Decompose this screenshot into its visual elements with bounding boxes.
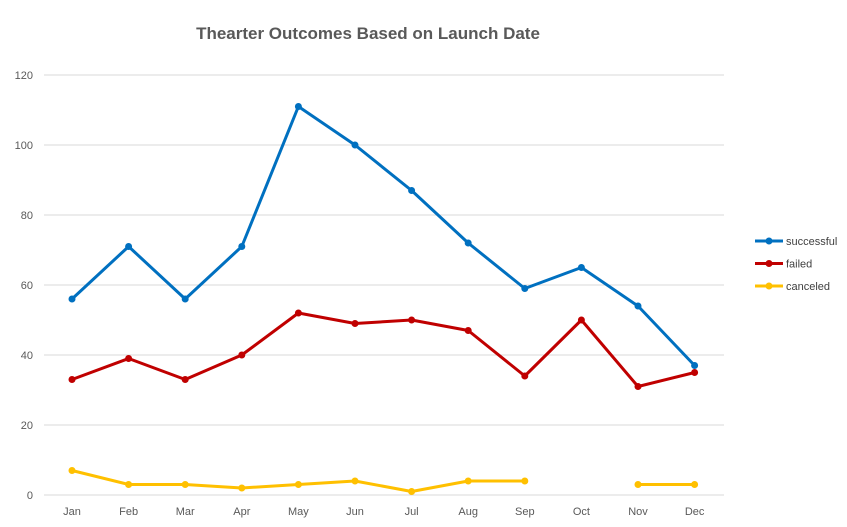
y-tick-label: 40 — [21, 350, 33, 362]
y-tick-label: 20 — [21, 420, 33, 432]
series-canceled — [68, 467, 699, 495]
series-line-successful — [70, 105, 696, 367]
x-tick-label: Sep — [515, 506, 535, 518]
data-point-canceled — [125, 481, 133, 488]
data-point-failed — [125, 355, 133, 362]
x-tick-label: Jun — [346, 506, 364, 518]
data-point-failed — [691, 369, 699, 376]
data-point-canceled — [181, 481, 189, 488]
legend-label: successful — [786, 236, 837, 248]
legend-item-canceled: canceled — [755, 281, 830, 293]
x-tick-label: Jan — [63, 506, 81, 518]
x-tick-label: Oct — [573, 506, 590, 518]
data-point-failed — [351, 320, 359, 327]
gridlines — [44, 74, 724, 496]
data-point-failed — [181, 376, 189, 383]
x-axis-ticks: Jan Feb Mar Apr May Jun Jul Aug Sep Oct Nov Dec — [63, 506, 705, 518]
legend-item-failed: failed — [755, 259, 812, 271]
data-point-successful — [351, 141, 359, 149]
legend-marker — [765, 282, 773, 290]
x-tick-label: Nov — [628, 506, 648, 518]
data-point-canceled — [351, 477, 359, 485]
data-point-failed — [464, 327, 472, 334]
x-tick-label: Dec — [685, 506, 705, 518]
data-point-successful — [68, 295, 76, 303]
data-point-successful — [577, 264, 585, 271]
data-point-failed — [238, 351, 246, 359]
chart-title: Thearter Outcomes Based on Launch Date — [196, 24, 540, 43]
data-point-canceled — [238, 484, 246, 492]
data-point-failed — [577, 316, 585, 324]
data-point-canceled — [691, 481, 699, 488]
legend-label: failed — [786, 259, 812, 271]
data-point-failed — [408, 316, 416, 324]
legend: successful failed canceled — [755, 236, 837, 293]
y-tick-label: 120 — [15, 70, 33, 82]
data-point-canceled — [294, 481, 302, 488]
data-point-successful — [125, 243, 133, 250]
x-tick-label: Feb — [119, 506, 138, 518]
data-point-successful — [294, 103, 302, 110]
data-point-successful — [691, 362, 699, 369]
x-tick-label: Jul — [405, 506, 419, 518]
y-tick-label: 80 — [21, 210, 33, 222]
data-point-failed — [294, 309, 302, 317]
data-point-failed — [521, 372, 529, 380]
data-point-canceled — [68, 467, 76, 474]
y-tick-label: 100 — [15, 140, 33, 152]
series-failed — [68, 309, 699, 390]
data-point-failed — [68, 376, 76, 383]
y-tick-label: 60 — [21, 280, 33, 292]
legend-marker — [765, 237, 773, 245]
y-tick-label: 0 — [27, 490, 33, 502]
x-tick-label: Aug — [458, 506, 478, 518]
data-point-canceled — [464, 477, 472, 485]
data-point-successful — [634, 302, 642, 310]
data-point-successful — [181, 295, 189, 303]
data-point-canceled — [634, 481, 642, 488]
legend-marker — [765, 260, 773, 267]
series-successful — [68, 103, 699, 369]
legend-item-successful: successful — [755, 236, 837, 248]
data-point-successful — [238, 243, 246, 250]
series-lines — [68, 103, 699, 495]
data-point-canceled — [408, 488, 416, 495]
series-line-failed — [71, 311, 695, 388]
data-point-successful — [464, 239, 472, 247]
data-point-canceled — [521, 477, 529, 485]
x-tick-label: Mar — [176, 506, 195, 518]
data-point-successful — [521, 285, 529, 292]
data-point-failed — [634, 383, 642, 390]
data-point-successful — [408, 187, 416, 194]
x-tick-label: May — [288, 506, 309, 518]
legend-label: canceled — [786, 281, 830, 293]
y-axis-ticks: 0 20 40 60 80 100 120 — [15, 70, 33, 502]
x-tick-label: Apr — [233, 506, 250, 518]
